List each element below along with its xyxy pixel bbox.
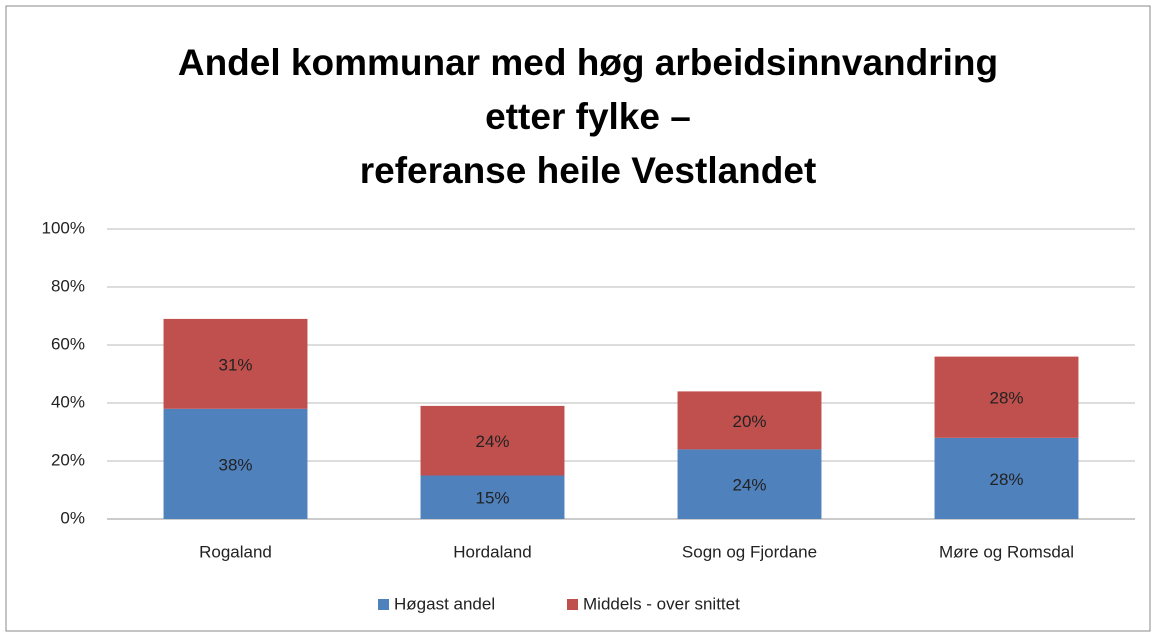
bar-segment [420,405,565,476]
bar-segment [677,449,822,519]
y-tick-label: 60% [51,334,85,353]
bar-segment [677,391,822,450]
chart-title: referanse heile Vestlandet [360,150,817,191]
y-tick-label: 20% [51,450,85,469]
legend-swatch [378,599,389,610]
legend-label: Middels - over snittet [583,594,740,613]
bar-segment [163,408,308,519]
bar-segment [934,437,1079,519]
x-tick-label: Hordaland [453,542,531,561]
data-label: 31% [218,355,252,374]
chart-border [5,5,1151,632]
x-tick-label: Rogaland [199,542,272,561]
y-tick-label: 100% [42,218,85,237]
chart-title: etter fylke – [485,96,691,137]
data-label: 28% [989,470,1023,489]
chart-title: Andel kommunar med høg arbeidsinnvandrin… [178,42,998,83]
data-label: 38% [218,455,252,474]
data-label: 24% [475,432,509,451]
bar-segment [934,356,1079,438]
data-label: 28% [989,389,1023,408]
x-tick-label: Sogn og Fjordane [682,542,817,561]
data-label: 20% [732,412,766,431]
x-tick-label: Møre og Romsdal [939,542,1074,561]
y-tick-label: 80% [51,276,85,295]
bar-segment [420,475,565,519]
legend-label: Høgast andel [394,594,495,613]
legend-swatch [567,599,578,610]
y-tick-label: 0% [60,508,85,527]
y-tick-label: 40% [51,392,85,411]
data-label: 24% [732,476,766,495]
data-label: 15% [475,489,509,508]
bar-segment [163,318,308,409]
